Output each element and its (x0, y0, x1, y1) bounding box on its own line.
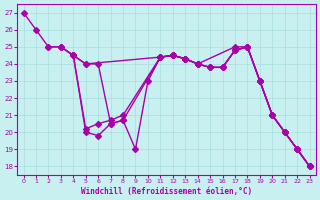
X-axis label: Windchill (Refroidissement éolien,°C): Windchill (Refroidissement éolien,°C) (81, 187, 252, 196)
